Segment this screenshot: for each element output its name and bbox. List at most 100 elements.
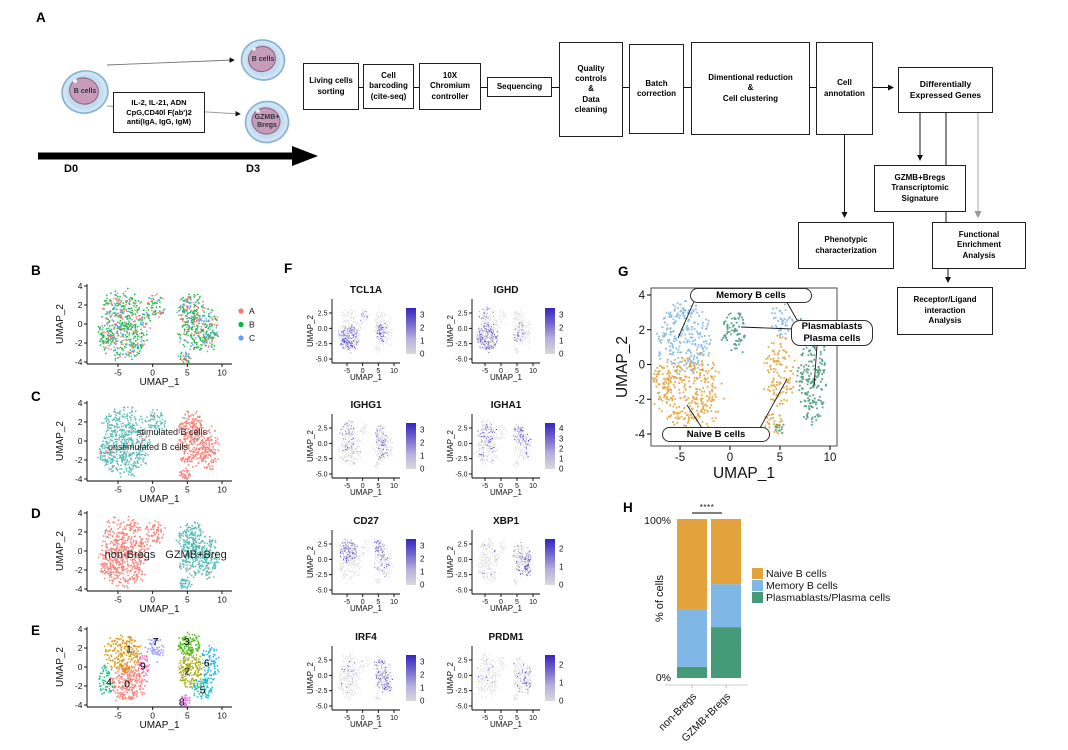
svg-text:-5: -5 <box>114 711 122 721</box>
svg-text:3: 3 <box>420 426 425 435</box>
svg-text:6: 6 <box>204 658 210 670</box>
svg-text:1: 1 <box>420 337 425 346</box>
svg-text:UMAP_1: UMAP_1 <box>139 604 179 615</box>
svg-text:5: 5 <box>185 595 190 605</box>
svg-text:IGHD: IGHD <box>494 285 519 296</box>
svg-text:10: 10 <box>529 483 537 490</box>
svg-text:100%: 100% <box>644 515 671 527</box>
svg-text:-5: -5 <box>482 483 488 490</box>
svg-text:Plasmablasts/Plasma cells: Plasmablasts/Plasma cells <box>766 592 890 604</box>
bar-segment-GZMB+Bregs-Memory B cells <box>711 584 741 628</box>
svg-text:UMAP_1: UMAP_1 <box>350 720 383 729</box>
svg-text:2: 2 <box>420 671 425 680</box>
annotation-unstimulated-b-cells: unstimulated B cells <box>107 442 189 452</box>
b-cell-top-label: B cells <box>251 55 275 63</box>
svg-text:UMAP_2: UMAP_2 <box>306 314 315 347</box>
svg-text:Naive B cells: Naive B cells <box>766 568 827 580</box>
svg-text:-2.5: -2.5 <box>455 341 467 348</box>
svg-text:1: 1 <box>420 568 425 577</box>
svg-text:1: 1 <box>559 563 564 572</box>
svg-text:XBP1: XBP1 <box>493 516 520 527</box>
svg-text:UMAP_2: UMAP_2 <box>55 304 66 344</box>
svg-text:-2.5: -2.5 <box>455 572 467 579</box>
svg-text:10: 10 <box>217 711 227 721</box>
pill-memory-b-cells: Memory B cells <box>690 288 812 303</box>
svg-text:0: 0 <box>499 715 503 722</box>
svg-text:5: 5 <box>777 452 783 464</box>
svg-text:0: 0 <box>361 715 365 722</box>
svg-text:2: 2 <box>420 324 425 333</box>
svg-text:0: 0 <box>124 679 130 691</box>
panel-h-label: H <box>623 500 633 515</box>
panel-d-label: D <box>31 506 41 521</box>
svg-text:-5.0: -5.0 <box>315 357 327 364</box>
svg-text:5: 5 <box>185 368 190 378</box>
colorbar-xbp1 <box>545 539 555 585</box>
svg-text:10: 10 <box>217 368 227 378</box>
svg-text:2: 2 <box>184 665 190 677</box>
svg-text:0: 0 <box>420 350 425 359</box>
feature-plot-cd27: 2.5 0.0 -2.5 -5.0 -5 0 5 10 UMAP_1 UMAP_2 CD27 0 1 2 3 <box>306 516 425 613</box>
svg-text:3: 3 <box>559 311 564 320</box>
svg-text:-2: -2 <box>75 455 83 465</box>
panel-a-label: A <box>36 10 46 25</box>
svg-text:2: 2 <box>78 300 83 310</box>
panel-c-label: C <box>31 389 41 404</box>
svg-text:5: 5 <box>515 368 519 375</box>
svg-text:-5.0: -5.0 <box>455 472 467 479</box>
svg-text:Memory B cells: Memory B cells <box>766 580 838 592</box>
svg-text:4: 4 <box>78 281 83 291</box>
panel-g-umap: 4 2 0 -2 -4 -5 0 5 10 UMAP_1 UMAP_2 <box>614 287 838 482</box>
svg-text:10: 10 <box>390 715 398 722</box>
svg-text:10: 10 <box>217 595 227 605</box>
svg-text:-5.0: -5.0 <box>315 472 327 479</box>
svg-text:8: 8 <box>179 697 185 709</box>
svg-text:-2.5: -2.5 <box>315 688 327 695</box>
svg-text:-4: -4 <box>75 584 83 594</box>
svg-text:0: 0 <box>499 483 503 490</box>
svg-text:-5: -5 <box>344 715 350 722</box>
svg-text:2.5: 2.5 <box>458 426 468 433</box>
svg-text:UMAP_2: UMAP_2 <box>306 429 315 462</box>
svg-text:-4: -4 <box>635 429 646 441</box>
annotation-non-bregs: non-Bregs <box>104 549 156 561</box>
svg-text:0: 0 <box>420 581 425 590</box>
svg-text:UMAP_2: UMAP_2 <box>306 545 315 578</box>
flow-box-sequencing: Sequencing <box>487 77 552 97</box>
flow-box-receptor-ligand: Receptor/Ligand interaction Analysis <box>897 287 993 335</box>
svg-text:5: 5 <box>515 599 519 606</box>
svg-text:UMAP_1: UMAP_1 <box>139 494 179 505</box>
svg-text:0.0: 0.0 <box>318 441 328 448</box>
feature-plot-ighd: 2.5 0.0 -2.5 -5.0 -5 0 5 10 UMAP_1 UMAP_2 IGHD 0 1 2 3 <box>446 285 564 382</box>
svg-text:0: 0 <box>150 595 155 605</box>
svg-text:0: 0 <box>499 368 503 375</box>
svg-text:1: 1 <box>126 643 132 655</box>
b-cell-illustration-start <box>61 70 109 114</box>
svg-text:UMAP_2: UMAP_2 <box>446 661 455 694</box>
svg-text:-2.5: -2.5 <box>315 341 327 348</box>
svg-text:-2.5: -2.5 <box>455 456 467 463</box>
svg-text:UMAP_1: UMAP_1 <box>490 373 523 382</box>
panel-e-label: E <box>31 623 41 638</box>
svg-text:-5: -5 <box>344 599 350 606</box>
svg-text:UMAP_1: UMAP_1 <box>490 604 523 613</box>
svg-text:0.0: 0.0 <box>318 326 328 333</box>
svg-text:1: 1 <box>559 679 564 688</box>
svg-text:2: 2 <box>420 555 425 564</box>
flow-box-cell-barcoding: Cell barcoding (cite-seq) <box>363 64 414 109</box>
colorbar-ighd <box>545 308 555 354</box>
svg-text:-5.0: -5.0 <box>455 357 467 364</box>
svg-text:2: 2 <box>78 417 83 427</box>
svg-text:10: 10 <box>529 368 537 375</box>
svg-text:2.5: 2.5 <box>318 658 328 665</box>
svg-text:-5: -5 <box>114 485 122 495</box>
flow-box-living-cells-sorting: Living cells sorting <box>303 63 359 110</box>
svg-text:-5: -5 <box>344 483 350 490</box>
svg-text:0: 0 <box>150 368 155 378</box>
svg-text:UMAP_1: UMAP_1 <box>490 720 523 729</box>
bar-segment-non-Bregs-Naive B cells <box>677 519 707 610</box>
feature-plot-ighg1: 2.5 0.0 -2.5 -5.0 -5 0 5 10 UMAP_1 UMAP_2 IGHG1 0 1 2… <box>306 400 425 497</box>
svg-text:0%: 0% <box>656 672 671 684</box>
